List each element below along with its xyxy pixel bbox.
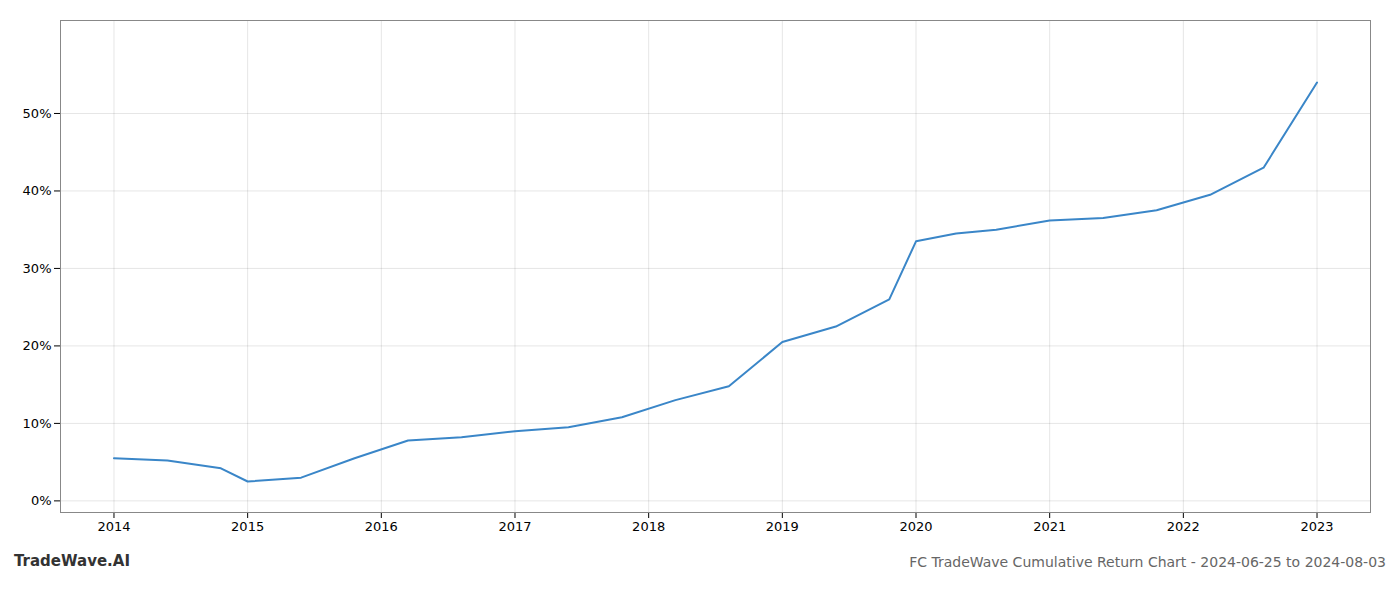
svg-text:2017: 2017 <box>498 519 531 534</box>
svg-text:2023: 2023 <box>1300 519 1333 534</box>
html-text:TradeWave.AI: TradeWave.AI <box>14 552 130 570</box>
svg-text:20%: 20% <box>23 338 52 353</box>
svg-text:40%: 40% <box>23 183 52 198</box>
html-text:FC TradeWave Cumulative Return: FC TradeWave Cumulative Return Chart - 2… <box>909 554 1386 570</box>
svg-text:2015: 2015 <box>231 519 264 534</box>
svg-text:0%: 0% <box>31 493 52 508</box>
svg-text:2020: 2020 <box>899 519 932 534</box>
svg-text:30%: 30% <box>23 261 52 276</box>
svg-text:2014: 2014 <box>97 519 130 534</box>
svg-text:2018: 2018 <box>632 519 665 534</box>
svg-text:2022: 2022 <box>1167 519 1200 534</box>
svg-text:10%: 10% <box>23 416 52 431</box>
svg-text:2016: 2016 <box>365 519 398 534</box>
svg-text:2021: 2021 <box>1033 519 1066 534</box>
svg-text:2019: 2019 <box>766 519 799 534</box>
svg-text:50%: 50% <box>23 106 52 121</box>
